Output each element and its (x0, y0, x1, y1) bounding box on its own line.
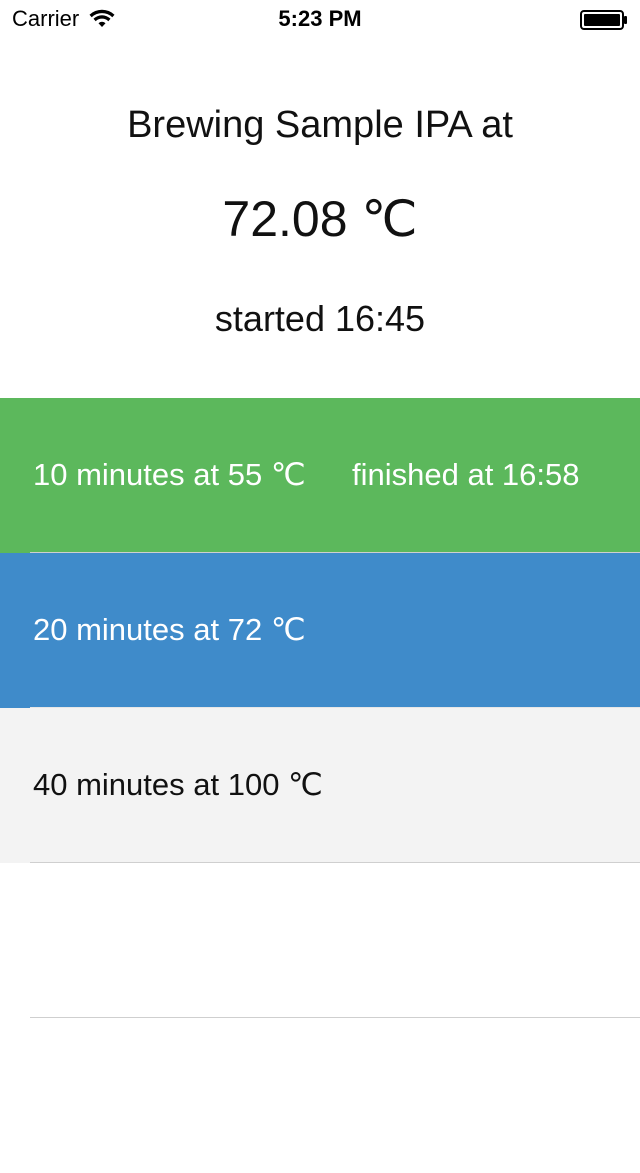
step-label: 20 minutes at 72 ℃ (33, 612, 306, 647)
status-time: 5:23 PM (278, 6, 362, 31)
battery-icon (580, 10, 627, 30)
carrier-group: Carrier (12, 6, 115, 32)
wifi-icon (89, 9, 115, 27)
step-finished-time: finished at 16:58 (352, 457, 580, 492)
empty-row (0, 1017, 640, 1173)
step-label: 10 minutes at 55 ℃ (33, 457, 306, 492)
current-temperature: 72.08 ℃ (222, 191, 418, 247)
carrier-label: Carrier (12, 6, 80, 31)
empty-row (0, 862, 640, 1018)
row-separator (30, 862, 640, 863)
started-time: started 16:45 (214, 298, 426, 339)
step-row-1[interactable]: 10 minutes at 55 ℃ finished at 16:58 (0, 398, 640, 553)
mash-steps-list: 10 minutes at 55 ℃ finished at 16:58 20 … (0, 398, 640, 1173)
step-label: 40 minutes at 100 ℃ (33, 767, 323, 802)
row-separator (30, 1017, 640, 1018)
step-row-3[interactable]: 40 minutes at 100 ℃ (0, 707, 640, 863)
brew-title: Brewing Sample IPA at (127, 104, 513, 146)
step-row-2[interactable]: 20 minutes at 72 ℃ (0, 552, 640, 708)
status-bar: Carrier 5:23 PM (0, 0, 640, 40)
row-separator (30, 707, 640, 708)
row-separator (30, 552, 640, 553)
